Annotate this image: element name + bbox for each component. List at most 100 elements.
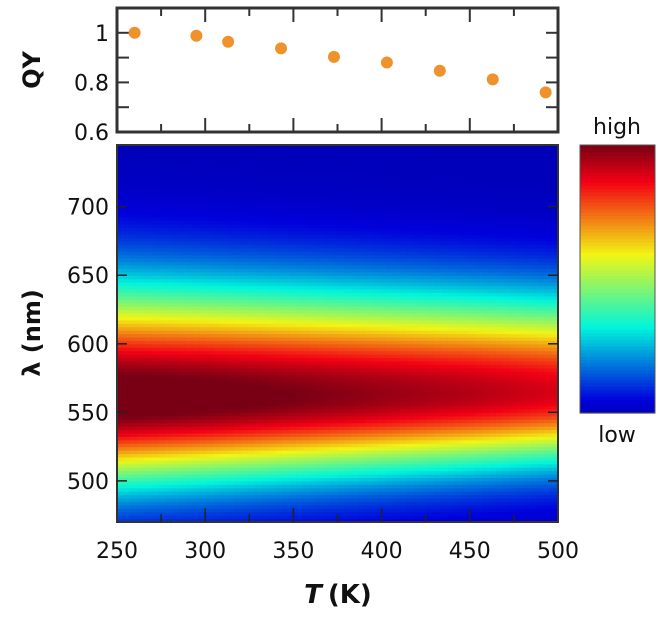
heatmap-cell — [282, 347, 289, 351]
heatmap-cell — [131, 186, 138, 190]
heatmap-cell — [172, 330, 179, 334]
heatmap-cell — [358, 436, 365, 440]
heatmap-cell — [248, 395, 255, 399]
heatmap-cell — [131, 299, 138, 303]
heatmap-cell — [227, 286, 234, 290]
heatmap-cell — [248, 306, 255, 310]
heatmap-cell — [331, 275, 338, 279]
heatmap-cell — [158, 172, 165, 176]
heatmap-cell — [145, 409, 152, 413]
heatmap-cell — [310, 481, 317, 485]
heatmap-cell — [296, 292, 303, 296]
heatmap-cell — [317, 477, 324, 481]
heatmap-cell — [413, 241, 420, 245]
heatmap-cell — [269, 474, 276, 478]
heatmap-cell — [213, 323, 220, 327]
heatmap-cell — [420, 251, 427, 255]
heatmap-cell — [338, 152, 345, 156]
heatmap-cell — [179, 381, 186, 385]
heatmap-cell — [186, 176, 193, 180]
heatmap-cell — [400, 292, 407, 296]
heatmap-cell — [310, 340, 317, 344]
heatmap-cell — [303, 159, 310, 163]
heatmap-cell — [406, 265, 413, 269]
heatmap-cell — [275, 447, 282, 451]
heatmap-cell — [338, 447, 345, 451]
heatmap-cell — [406, 423, 413, 427]
heatmap-cell — [296, 392, 303, 396]
heatmap-cell — [282, 436, 289, 440]
heatmap-cell — [317, 306, 324, 310]
heatmap-cell — [393, 310, 400, 314]
heatmap-cell — [124, 292, 131, 296]
heatmap-cell — [365, 402, 372, 406]
heatmap-cell — [420, 234, 427, 238]
heatmap-cell — [117, 244, 124, 248]
heatmap-cell — [207, 433, 214, 437]
heatmap-cell — [165, 440, 172, 444]
heatmap-cell — [248, 203, 255, 207]
heatmap-cell — [220, 385, 227, 389]
heatmap-cell — [151, 419, 158, 423]
heatmap-cell — [138, 275, 145, 279]
heatmap-cell — [372, 340, 379, 344]
heatmap-cell — [406, 190, 413, 194]
heatmap-cell — [386, 251, 393, 255]
heatmap-cell — [172, 488, 179, 492]
heatmap-cell — [324, 334, 331, 338]
heatmap-cell — [365, 450, 372, 454]
heatmap-cell — [393, 460, 400, 464]
heatmap-cell — [393, 337, 400, 341]
heatmap-cell — [179, 484, 186, 488]
heatmap-cell — [296, 186, 303, 190]
heatmap-cell — [255, 289, 262, 293]
heatmap-cell — [400, 248, 407, 252]
heatmap-cell — [413, 392, 420, 396]
heatmap-cell — [296, 381, 303, 385]
heatmap-cell — [372, 464, 379, 468]
heatmap-cell — [172, 357, 179, 361]
heatmap-cell — [241, 323, 248, 327]
heatmap-cell — [213, 477, 220, 481]
heatmap-cell — [220, 447, 227, 451]
heatmap-cell — [227, 474, 234, 478]
heatmap-cell — [400, 402, 407, 406]
heatmap-cell — [344, 231, 351, 235]
heatmap-cell — [331, 399, 338, 403]
heatmap-cell — [269, 220, 276, 224]
heatmap-cell — [393, 515, 400, 519]
heatmap-cell — [289, 464, 296, 468]
heatmap-cell — [406, 368, 413, 372]
heatmap-cell — [158, 416, 165, 420]
heatmap-cell — [296, 193, 303, 197]
heatmap-cell — [406, 344, 413, 348]
heatmap-cell — [413, 405, 420, 409]
heatmap-cell — [365, 488, 372, 492]
heatmap-cell — [324, 265, 331, 269]
heatmap-cell — [344, 255, 351, 259]
heatmap-cell — [393, 440, 400, 444]
qy-data-point — [129, 27, 141, 39]
heatmap-cell — [275, 464, 282, 468]
heatmap-cell — [344, 405, 351, 409]
heatmap-cell — [227, 412, 234, 416]
heatmap-cell — [275, 183, 282, 187]
heatmap-cell — [131, 330, 138, 334]
heatmap-cell — [303, 337, 310, 341]
heatmap-cell — [269, 279, 276, 283]
heatmap-cell — [317, 203, 324, 207]
heatmap-cell — [275, 484, 282, 488]
heatmap-cell — [275, 368, 282, 372]
heatmap-cell — [358, 255, 365, 259]
heatmap-cell — [158, 241, 165, 245]
heatmap-cell — [393, 457, 400, 461]
heatmap-cell — [248, 464, 255, 468]
heatmap-cell — [365, 238, 372, 242]
heatmap-cell — [289, 224, 296, 228]
heatmap-cell — [193, 419, 200, 423]
heatmap-cell — [165, 279, 172, 283]
heatmap-cell — [282, 453, 289, 457]
heatmap-cell — [124, 426, 131, 430]
heatmap-cell — [220, 501, 227, 505]
heatmap-cell — [131, 220, 138, 224]
